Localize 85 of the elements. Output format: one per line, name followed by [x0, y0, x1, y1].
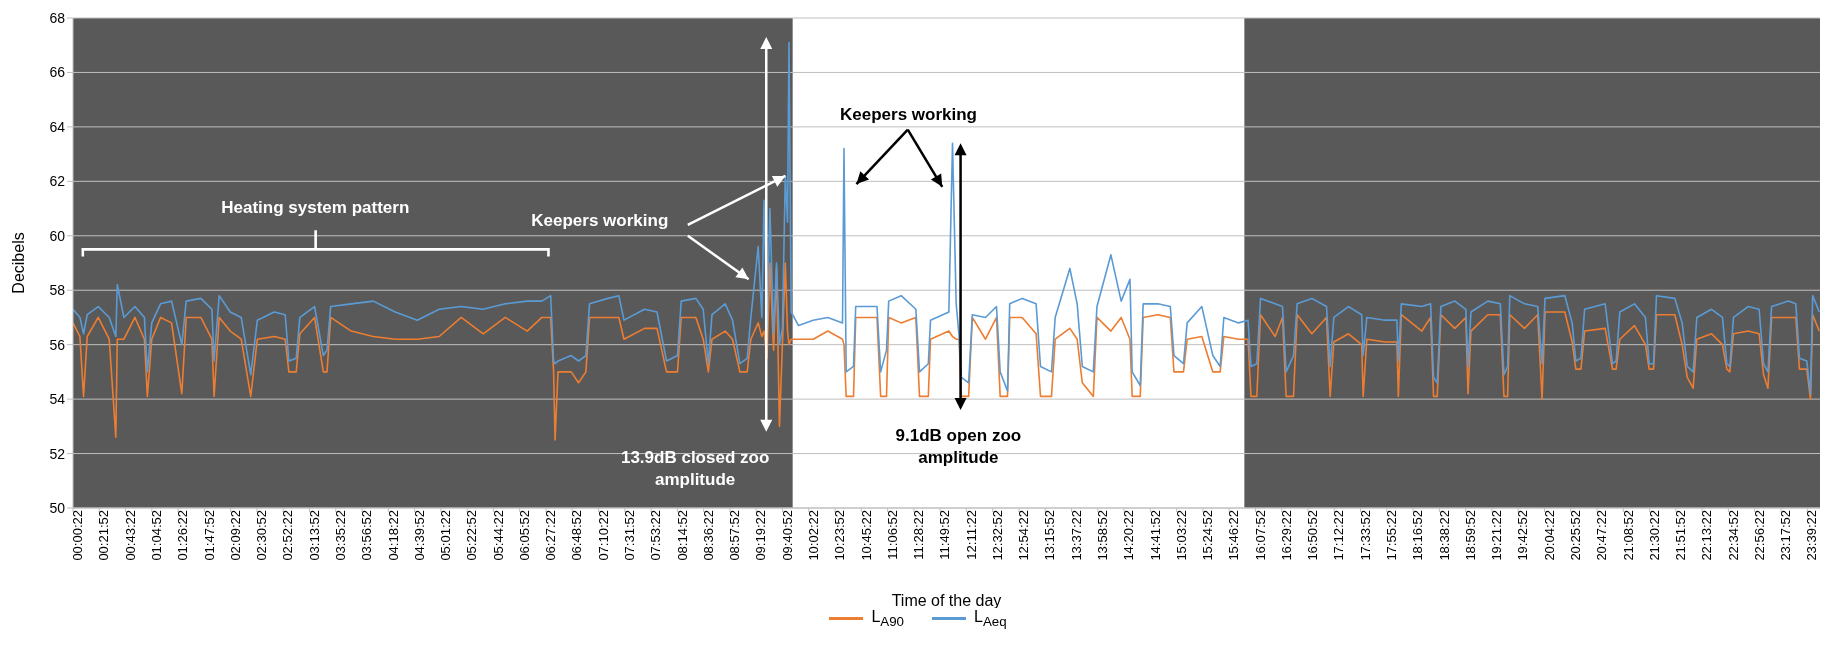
x-tick-label: 21:51:52: [1673, 510, 1689, 561]
y-tick-label: 62: [49, 173, 66, 190]
x-tick-label: 11:06:52: [884, 510, 900, 560]
x-tick-label: 21:30:22: [1646, 510, 1662, 561]
x-tick-label: 20:25:52: [1567, 510, 1583, 561]
y-tick-label: 60: [49, 227, 66, 244]
x-tick-label: 09:19:22: [753, 510, 769, 561]
x-tick-label: 06:05:52: [516, 510, 532, 561]
x-tick-label: 15:24:52: [1200, 510, 1216, 561]
x-tick-label: 13:15:52: [1042, 510, 1058, 561]
x-tick-label: 18:59:52: [1462, 510, 1478, 561]
y-tick-label: 66: [49, 64, 66, 81]
x-tick-label: 22:13:22: [1699, 510, 1715, 561]
x-tick-label: 22:56:22: [1751, 510, 1767, 561]
x-tick-label: 20:04:22: [1541, 510, 1557, 561]
x-tick-label: 09:40:52: [779, 510, 795, 561]
x-tick-label: 17:12:22: [1331, 510, 1347, 561]
x-tick-label: 23:39:22: [1804, 510, 1820, 561]
x-tick-label: 02:52:22: [280, 510, 296, 561]
x-tick-label: 10:02:22: [805, 510, 821, 561]
x-tick-label: 18:16:52: [1410, 510, 1426, 561]
x-tick-label: 07:53:22: [648, 510, 664, 561]
x-tick-label: 14:20:22: [1121, 510, 1137, 561]
x-tick-label: 08:36:22: [700, 510, 716, 561]
annotation: 9.1dB open zoo amplitude: [895, 426, 1022, 468]
legend-label: L$_{A90}$: [871, 608, 904, 630]
x-tick-label: 08:57:52: [727, 510, 743, 561]
x-tick-label: 05:01:22: [438, 510, 454, 561]
y-tick-label: 64: [49, 118, 66, 135]
legend-label: L$_{Aeq}$: [974, 608, 1007, 630]
x-tick-label: 23:17:52: [1778, 510, 1794, 561]
x-tick-label: 00:00:22: [70, 510, 86, 561]
x-tick-label: 18:38:22: [1436, 510, 1452, 561]
y-tick-label: 56: [49, 336, 66, 353]
x-tick-label: 20:47:22: [1594, 510, 1610, 561]
x-tick-label: 16:29:22: [1278, 510, 1294, 561]
x-tick-label: 16:50:52: [1305, 510, 1321, 561]
x-tick-label: 05:22:52: [464, 510, 480, 561]
annotation: Keepers working: [531, 211, 669, 231]
x-tick-label: 12:32:52: [989, 510, 1005, 561]
x-tick-label: 19:21:22: [1489, 510, 1505, 561]
x-tick-label: 13:37:22: [1068, 510, 1084, 561]
x-tick-label: 05:44:22: [490, 510, 506, 561]
x-tick-label: 15:03:22: [1173, 510, 1189, 561]
x-tick-label: 04:39:52: [411, 510, 427, 561]
annotation: Heating system pattern: [221, 198, 410, 218]
x-tick-label: 01:47:52: [201, 510, 217, 561]
x-tick-label: 11:28:22: [911, 510, 927, 560]
x-tick-label: 06:27:22: [543, 510, 559, 561]
x-tick-label: 07:10:22: [595, 510, 611, 561]
x-tick-label: 03:56:52: [359, 510, 375, 561]
x-tick-label: 00:43:22: [122, 510, 138, 561]
annotation: 13.9dB closed zoo amplitude: [620, 448, 770, 490]
x-tick-label: 02:09:22: [227, 510, 243, 561]
x-tick-label: 07:31:52: [622, 510, 638, 561]
x-tick-label: 00:21:52: [96, 510, 112, 561]
x-tick-label: 22:34:52: [1725, 510, 1741, 561]
x-tick-label: 15:46:22: [1226, 510, 1242, 561]
x-tick-label: 10:23:52: [832, 510, 848, 561]
x-tick-label: 12:11:22: [963, 510, 979, 560]
y-tick-label: 50: [49, 499, 66, 516]
y-tick-label: 68: [49, 9, 66, 26]
x-tick-label: 03:13:52: [306, 510, 322, 561]
x-tick-label: 11:49:52: [937, 510, 953, 560]
x-tick-label: 01:04:52: [149, 510, 165, 561]
x-tick-label: 21:08:52: [1620, 510, 1636, 561]
x-tick-label: 01:26:22: [175, 510, 191, 561]
x-tick-label: 17:33:52: [1357, 510, 1373, 561]
annotation: Keepers working: [840, 105, 978, 125]
x-tick-label: 10:45:22: [858, 510, 874, 561]
x-tick-label: 02:30:52: [254, 510, 270, 561]
y-tick-label: 58: [49, 282, 66, 299]
x-tick-label: 19:42:52: [1515, 510, 1531, 561]
x-tick-label: 17:55:22: [1384, 510, 1400, 561]
x-tick-label: 16:07:52: [1252, 510, 1268, 561]
x-tick-label: 13:58:52: [1095, 510, 1111, 561]
y-axis-title: Decibels: [9, 232, 27, 294]
x-tick-label: 12:54:22: [1016, 510, 1032, 561]
x-tick-label: 04:18:22: [385, 510, 401, 561]
x-tick-label: 03:35:22: [332, 510, 348, 561]
x-tick-label: 08:14:52: [674, 510, 690, 561]
y-tick-label: 54: [49, 391, 66, 408]
y-tick-label: 52: [49, 445, 66, 462]
x-tick-label: 06:48:52: [569, 510, 585, 561]
x-tick-label: 14:41:52: [1147, 510, 1163, 561]
